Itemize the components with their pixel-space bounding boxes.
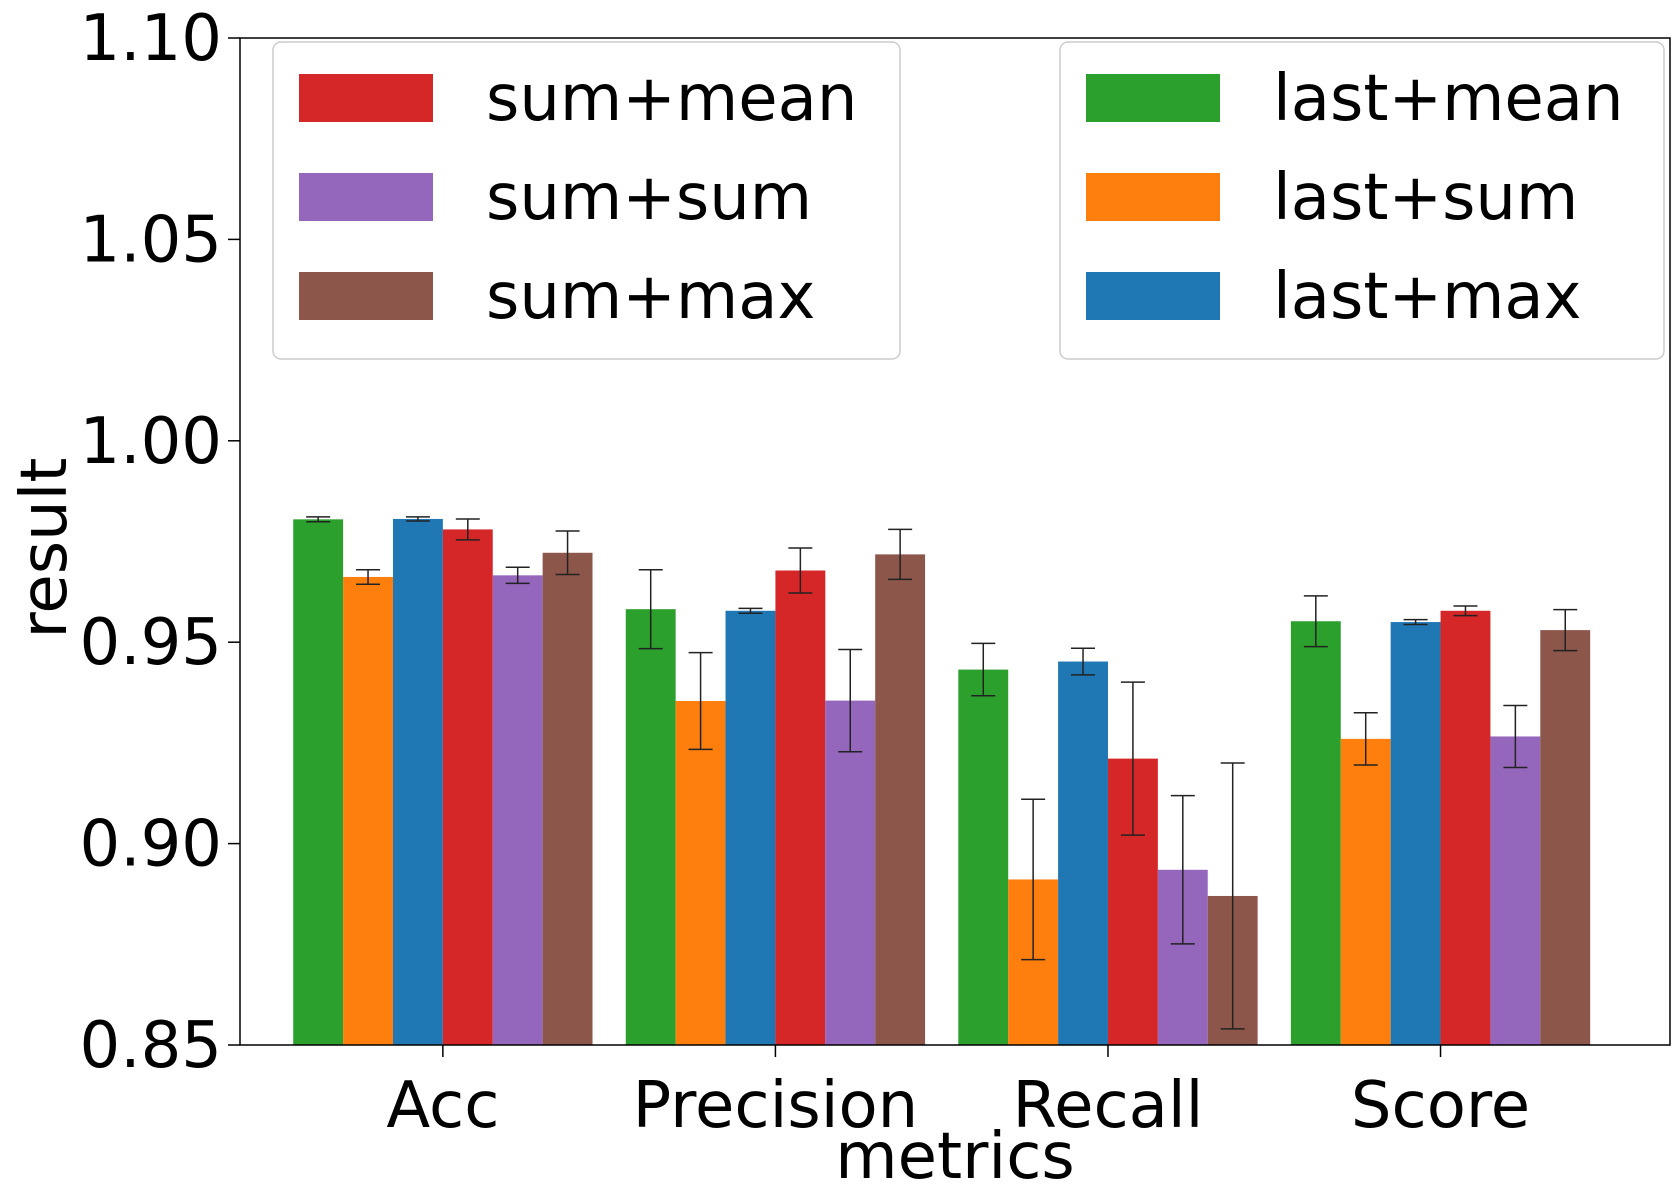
bar-sum-sum-precision bbox=[825, 700, 876, 1045]
legend-swatch bbox=[299, 173, 433, 221]
bar-sum-max-precision bbox=[875, 554, 926, 1045]
y-tick-label: 1.10 bbox=[80, 2, 223, 76]
error-bar-sum-max-recall bbox=[1220, 762, 1245, 1030]
error-bar-sum-sum-score bbox=[1503, 704, 1528, 769]
error-bar-last-sum-score bbox=[1353, 711, 1378, 766]
error-bar-sum-mean-precision bbox=[788, 547, 813, 594]
y-tick-label: 0.95 bbox=[80, 606, 223, 680]
error-bar-last-sum-recall bbox=[1021, 798, 1046, 961]
y-tick-label: 1.00 bbox=[80, 405, 223, 479]
bars-layer bbox=[293, 518, 1591, 1045]
x-tick-label: Score bbox=[1351, 1069, 1530, 1143]
y-tick-label: 0.90 bbox=[80, 808, 223, 882]
error-bar-last-mean-precision bbox=[638, 568, 663, 650]
bar-sum-sum-acc bbox=[492, 575, 543, 1045]
error-bar-last-max-precision bbox=[738, 607, 763, 614]
legend-top-right: last+mean last+sum last+max bbox=[1059, 41, 1665, 360]
x-axis: Acc Precision Recall Score bbox=[386, 1045, 1530, 1143]
error-bar-last-sum-precision bbox=[688, 651, 713, 751]
error-bar-last-mean-score bbox=[1303, 595, 1328, 648]
legend-swatch bbox=[299, 74, 433, 122]
plot-frame bbox=[239, 37, 1671, 1046]
y-tick-label: 1.05 bbox=[80, 203, 223, 277]
legend-label: sum+sum bbox=[486, 161, 812, 235]
bar-sum-max-score bbox=[1540, 630, 1591, 1045]
legend-top-left: sum+mean sum+sum sum+max bbox=[272, 41, 901, 360]
bar-last-sum-acc bbox=[343, 576, 393, 1045]
legend-label: sum+mean bbox=[486, 62, 857, 136]
error-bar-last-max-score bbox=[1403, 618, 1428, 626]
legend-swatch bbox=[1086, 272, 1220, 320]
bar-last-mean-precision bbox=[625, 609, 676, 1045]
legend-swatch bbox=[1086, 74, 1220, 122]
error-bar-sum-mean-acc bbox=[455, 518, 480, 541]
bar-sum-mean-score bbox=[1440, 610, 1491, 1045]
bar-sum-mean-precision bbox=[775, 570, 826, 1045]
legend-swatch bbox=[299, 272, 433, 320]
error-bars-layer bbox=[306, 516, 1578, 1030]
bar-last-mean-acc bbox=[293, 519, 344, 1045]
bar-last-sum-score bbox=[1340, 738, 1391, 1045]
legends: sum+meansum+sumsum+maxlast+meanlast+suml… bbox=[272, 41, 1665, 360]
legend-label: sum+max bbox=[486, 260, 815, 334]
bar-last-max-recall bbox=[1058, 661, 1108, 1045]
x-axis-title: metrics bbox=[835, 1120, 1074, 1194]
legend-label: last+sum bbox=[1273, 161, 1578, 235]
error-bar-last-mean-recall bbox=[971, 642, 996, 697]
error-bar-sum-mean-recall bbox=[1120, 681, 1145, 836]
x-tick-label: Recall bbox=[1013, 1069, 1204, 1143]
error-bar-sum-sum-recall bbox=[1170, 794, 1195, 945]
bar-last-max-precision bbox=[725, 610, 776, 1045]
error-bar-last-max-recall bbox=[1071, 647, 1096, 676]
y-axis-title: result bbox=[8, 457, 82, 638]
bar-sum-max-acc bbox=[542, 552, 593, 1045]
y-tick-label: 0.85 bbox=[80, 1009, 223, 1083]
x-tick-label: Precision bbox=[633, 1069, 919, 1143]
bar-last-max-score bbox=[1390, 622, 1441, 1045]
legend-label: last+max bbox=[1273, 260, 1582, 334]
error-bar-sum-max-precision bbox=[888, 528, 913, 581]
bar-sum-sum-score bbox=[1490, 736, 1541, 1045]
error-bar-last-mean-acc bbox=[306, 516, 331, 523]
legend-label: last+mean bbox=[1273, 62, 1624, 136]
error-bar-last-sum-acc bbox=[356, 568, 381, 585]
error-bar-sum-sum-acc bbox=[505, 566, 530, 585]
error-bar-sum-max-score bbox=[1553, 608, 1578, 652]
bar-last-mean-recall bbox=[958, 669, 1009, 1045]
error-bar-last-max-acc bbox=[405, 516, 430, 522]
bar-last-sum-precision bbox=[675, 701, 726, 1045]
bar-sum-mean-acc bbox=[442, 529, 493, 1045]
bar-last-max-acc bbox=[392, 518, 443, 1045]
bar-last-mean-score bbox=[1290, 621, 1341, 1045]
error-bar-sum-sum-precision bbox=[838, 648, 863, 753]
error-bar-sum-max-acc bbox=[555, 530, 580, 576]
x-tick-label: Acc bbox=[386, 1069, 499, 1143]
legend-swatch bbox=[1086, 173, 1220, 221]
error-bar-sum-mean-score bbox=[1453, 605, 1478, 617]
y-axis: 0.85 0.90 0.95 1.00 1.05 1.10 bbox=[80, 2, 240, 1083]
